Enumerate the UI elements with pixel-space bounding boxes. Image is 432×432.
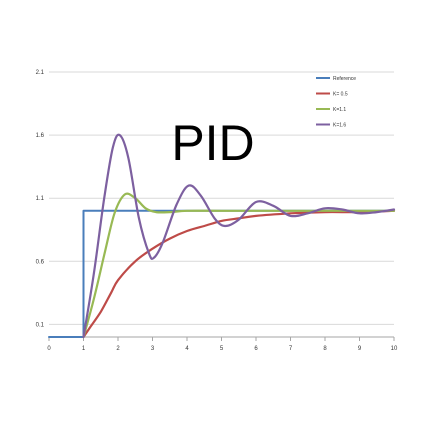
x-tick-label: 7 [289,346,293,352]
x-tick-labels: 0 1 2 3 4 5 6 7 8 9 10 [47,346,398,352]
grid-lines [49,71,394,325]
chart-title: PID [171,115,254,171]
x-tick-label: 10 [391,346,398,352]
y-tick-label: 2.1 [36,70,45,76]
x-tick-label: 0 [47,346,51,352]
x-tick-label: 9 [358,346,362,352]
x-tick-label: 3 [151,346,155,352]
axes [48,336,395,341]
series-line-3 [82,133,396,339]
legend: Reference K= 0.5 K=1.1 K=1.6 [316,76,356,129]
y-tick-label: 1.6 [36,133,45,139]
x-tick-label: 4 [185,346,189,352]
x-tick-label: 2 [116,346,120,352]
y-tick-label: 0.6 [36,259,45,265]
y-tick-labels: 0.1 0.6 1.1 1.6 2.1 [36,70,45,328]
x-tick-label: 6 [254,346,258,352]
legend-label: K=1.1 [333,107,346,113]
series-lines [48,133,396,339]
legend-label: K= 0.5 [333,92,348,98]
series-line-2 [82,192,396,339]
legend-label: Reference [333,76,356,82]
x-tick-label: 1 [82,346,86,352]
x-tick-label: 8 [323,346,327,352]
y-tick-label: 0.1 [36,322,45,328]
x-tick-label: 5 [220,346,224,352]
series-line-1 [82,209,396,339]
y-tick-label: 1.1 [36,196,45,202]
legend-label: K=1.6 [333,123,346,129]
